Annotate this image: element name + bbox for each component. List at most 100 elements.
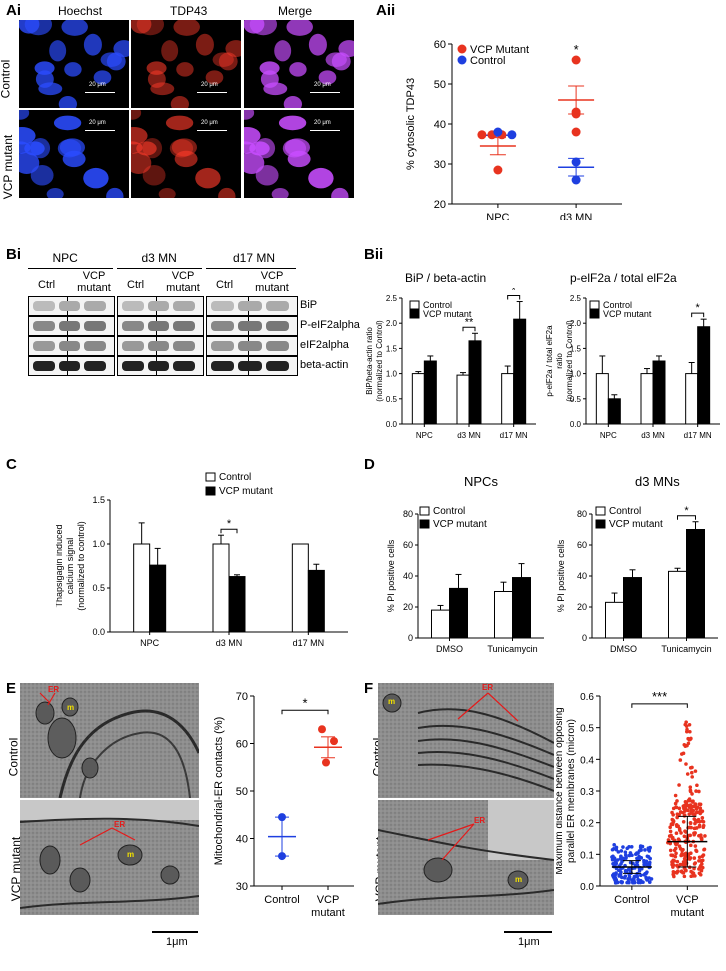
micrograph-tile: 20 μm: [19, 20, 129, 108]
y-axis-label-line: % PI positive cells: [556, 539, 566, 612]
scalebar-label: 20 μm: [201, 82, 218, 88]
y-tick-label: 1.0: [570, 370, 582, 379]
data-point: [689, 869, 693, 874]
data-point: [623, 874, 628, 878]
data-point: [507, 130, 517, 140]
cell-nucleus: [93, 70, 112, 85]
data-point: [623, 869, 628, 874]
y-tick-label: 0: [408, 633, 413, 643]
blot-band: [33, 321, 55, 331]
bar: [685, 373, 699, 425]
blot-lane-vcp: VCP mutant: [255, 270, 289, 294]
y-tick-label: 0.0: [570, 420, 582, 429]
x-tick-label: VCP: [317, 894, 340, 906]
y-tick-label: 0.5: [570, 395, 582, 404]
data-point: [693, 803, 697, 808]
blot-lane-ctrl: Ctrl: [38, 279, 56, 291]
y-tick-label: 60: [236, 739, 248, 751]
data-point: [673, 801, 678, 806]
sig-bracket: [462, 326, 476, 332]
y-tick-label: 80: [403, 509, 413, 519]
y-axis-label-line: Maximum distance between opposing: [556, 707, 565, 874]
blot-lane-vcp: VCP mutant: [166, 270, 200, 294]
cell-nucleus: [338, 40, 354, 58]
data-point: [684, 762, 688, 766]
blot-band: [122, 301, 144, 311]
cell-nucleus: [131, 152, 152, 174]
scalebar-label: 20 μm: [89, 82, 106, 88]
chart-bii-right: 0.0 0.5 1.0 1.5 2.0 2.5 NPC d3 MN d17 MN * p-elF2a…: [546, 294, 720, 440]
cell-nucleus: [212, 52, 234, 67]
data-point: [700, 854, 705, 859]
cell-nucleus: [61, 20, 88, 36]
x-tick-label: d17 MN: [500, 431, 528, 440]
blot-band: [84, 301, 106, 311]
panel-label-bii: Bii: [364, 246, 384, 263]
data-point: [684, 830, 688, 834]
cell-nucleus: [19, 110, 30, 120]
y-axis-label-line: BiP/beta-actin ratio: [366, 327, 374, 395]
blot-group-rule: [28, 268, 113, 269]
data-point: [614, 871, 618, 875]
data-point: [697, 823, 702, 828]
y-tick-label: 50: [236, 786, 248, 798]
y-tick-label: 1.5: [386, 344, 398, 353]
blot-band: [84, 361, 106, 371]
legend-label: Control: [609, 506, 641, 517]
x-tick-label: NPC: [600, 431, 617, 440]
bar: [149, 564, 167, 633]
blot-band: [122, 321, 144, 331]
em-scalebar-label: 1μm: [166, 936, 188, 948]
micrograph-tile: 20 μm: [244, 110, 354, 198]
cell-nucleus: [49, 40, 67, 62]
y-axis-label-line: ratio: [555, 353, 564, 369]
y-tick-label: 50: [434, 79, 446, 91]
data-point: [682, 874, 687, 879]
data-point: [675, 859, 680, 864]
data-point: [670, 836, 675, 841]
cell-nucleus: [150, 82, 175, 96]
cell-nucleus: [58, 96, 77, 108]
blot-band: [147, 341, 170, 351]
bar: [212, 543, 230, 633]
y-axis-label: % cytosolic TDP43: [405, 78, 417, 170]
data-point: [668, 825, 672, 829]
data-point: [679, 831, 683, 835]
data-point: [699, 837, 704, 842]
legend-swatch: [595, 519, 606, 529]
data-point: [620, 880, 624, 885]
x-tick-label: DMSO: [436, 644, 463, 654]
cell-nucleus: [147, 70, 166, 88]
data-point: [695, 783, 699, 788]
x-tick-label: mutant: [311, 907, 345, 919]
bar: [468, 340, 482, 425]
data-point: [629, 845, 634, 849]
cell-nucleus: [24, 141, 45, 156]
legend-swatch: [205, 486, 216, 496]
blot-group-label: d17 MN: [233, 251, 276, 265]
data-point: [676, 865, 680, 869]
blot-band: [238, 361, 262, 371]
data-point: [671, 872, 676, 877]
data-point: [683, 799, 688, 804]
legend-dot: [457, 55, 467, 65]
cell-nucleus: [176, 62, 194, 77]
cell-nucleus: [83, 33, 102, 56]
data-point: [682, 834, 687, 839]
scalebar: [197, 92, 227, 93]
bar: [228, 576, 246, 633]
cell-nucleus: [19, 152, 40, 174]
data-point: [692, 832, 696, 837]
panel-label-d: D: [364, 456, 375, 473]
blot-band: [58, 321, 81, 331]
cell-nucleus: [195, 167, 221, 189]
cell-nucleus: [131, 20, 152, 34]
blot-band: [58, 341, 81, 351]
data-point: [645, 854, 650, 859]
data-point: [689, 770, 694, 775]
cell-nucleus: [195, 33, 214, 56]
data-point: [681, 751, 686, 756]
data-point: [643, 848, 647, 852]
bar: [456, 374, 470, 425]
legend-swatch: [595, 506, 606, 516]
